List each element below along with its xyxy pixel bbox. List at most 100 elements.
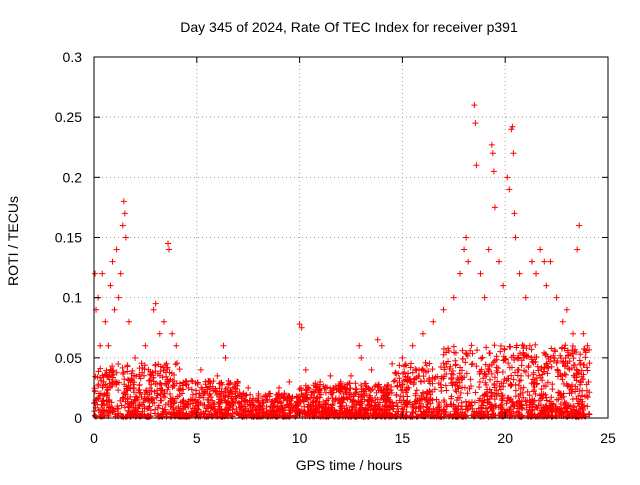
data-point xyxy=(356,400,363,407)
data-point xyxy=(481,392,488,399)
data-point xyxy=(249,395,256,402)
data-point xyxy=(441,366,448,373)
data-point xyxy=(189,391,196,398)
data-point xyxy=(547,258,554,265)
data-point xyxy=(106,397,113,404)
data-point xyxy=(450,343,457,350)
data-point xyxy=(516,403,523,410)
data-point xyxy=(544,379,551,386)
data-point xyxy=(237,404,244,411)
data-point xyxy=(413,387,420,394)
data-point xyxy=(400,363,407,370)
data-point xyxy=(218,379,225,386)
data-point xyxy=(173,380,180,387)
data-point xyxy=(347,396,354,403)
data-point xyxy=(260,393,267,400)
data-point xyxy=(452,386,459,393)
data-point xyxy=(174,360,181,367)
data-point xyxy=(475,411,482,418)
data-point xyxy=(314,382,321,389)
x-tick-label: 15 xyxy=(395,430,411,446)
data-point xyxy=(254,398,261,405)
x-tick-label: 20 xyxy=(497,430,513,446)
data-point xyxy=(150,378,157,385)
data-point xyxy=(530,371,537,378)
data-point xyxy=(493,356,500,363)
data-point xyxy=(538,366,545,373)
data-point xyxy=(569,350,576,357)
y-tick-label: 0.1 xyxy=(63,290,83,306)
data-point xyxy=(576,410,583,417)
x-tick-label: 5 xyxy=(193,430,201,446)
data-point xyxy=(437,363,444,370)
data-point xyxy=(569,342,576,349)
data-point xyxy=(371,402,378,409)
data-point xyxy=(530,380,537,387)
data-point xyxy=(320,408,327,415)
data-point xyxy=(109,368,116,375)
data-point xyxy=(145,377,152,384)
data-point xyxy=(577,381,584,388)
data-point xyxy=(362,409,369,416)
data-point xyxy=(491,204,498,211)
data-point xyxy=(172,361,179,368)
data-point xyxy=(106,376,113,383)
data-point xyxy=(409,413,416,420)
data-point xyxy=(508,372,515,379)
data-point xyxy=(580,407,587,414)
data-point xyxy=(325,395,332,402)
data-point xyxy=(161,388,168,395)
data-point xyxy=(135,412,142,419)
data-point xyxy=(248,409,255,416)
data-point xyxy=(468,383,475,390)
data-point xyxy=(560,380,567,387)
data-point xyxy=(120,198,127,205)
data-point xyxy=(418,392,425,399)
data-point xyxy=(170,406,177,413)
y-axis-ticks: 0 0.05 0.1 0.15 0.2 0.25 0.3 xyxy=(55,49,608,426)
data-point xyxy=(165,409,172,416)
data-point xyxy=(549,381,556,388)
data-point xyxy=(144,405,151,412)
data-point xyxy=(450,294,457,301)
data-point xyxy=(482,361,489,368)
data-point xyxy=(399,370,406,377)
data-point xyxy=(564,349,571,356)
data-point xyxy=(538,391,545,398)
data-point xyxy=(300,398,307,405)
data-point xyxy=(161,394,168,401)
data-point xyxy=(577,361,584,368)
data-point xyxy=(131,372,138,379)
data-point xyxy=(382,391,389,398)
data-point xyxy=(150,372,157,379)
data-point xyxy=(121,404,128,411)
data-point xyxy=(490,168,497,175)
data-point xyxy=(477,395,484,402)
data-point xyxy=(403,384,410,391)
data-point xyxy=(118,402,125,409)
data-point xyxy=(564,413,571,420)
data-point xyxy=(353,410,360,417)
data-point xyxy=(459,355,466,362)
data-point xyxy=(121,389,128,396)
data-point xyxy=(539,371,546,378)
data-point xyxy=(393,408,400,415)
data-point xyxy=(467,376,474,383)
data-point xyxy=(307,403,314,410)
data-point xyxy=(378,388,385,395)
data-point xyxy=(581,393,588,400)
data-point xyxy=(425,412,432,419)
data-point xyxy=(358,406,365,413)
data-point xyxy=(528,413,535,420)
data-point xyxy=(565,382,572,389)
data-point xyxy=(422,369,429,376)
data-point xyxy=(318,404,325,411)
data-point xyxy=(121,210,128,217)
data-point xyxy=(276,406,283,413)
data-point xyxy=(555,396,562,403)
data-point xyxy=(109,374,116,381)
data-point xyxy=(188,377,195,384)
data-point xyxy=(498,405,505,412)
data-point xyxy=(312,383,319,390)
data-point xyxy=(423,362,430,369)
